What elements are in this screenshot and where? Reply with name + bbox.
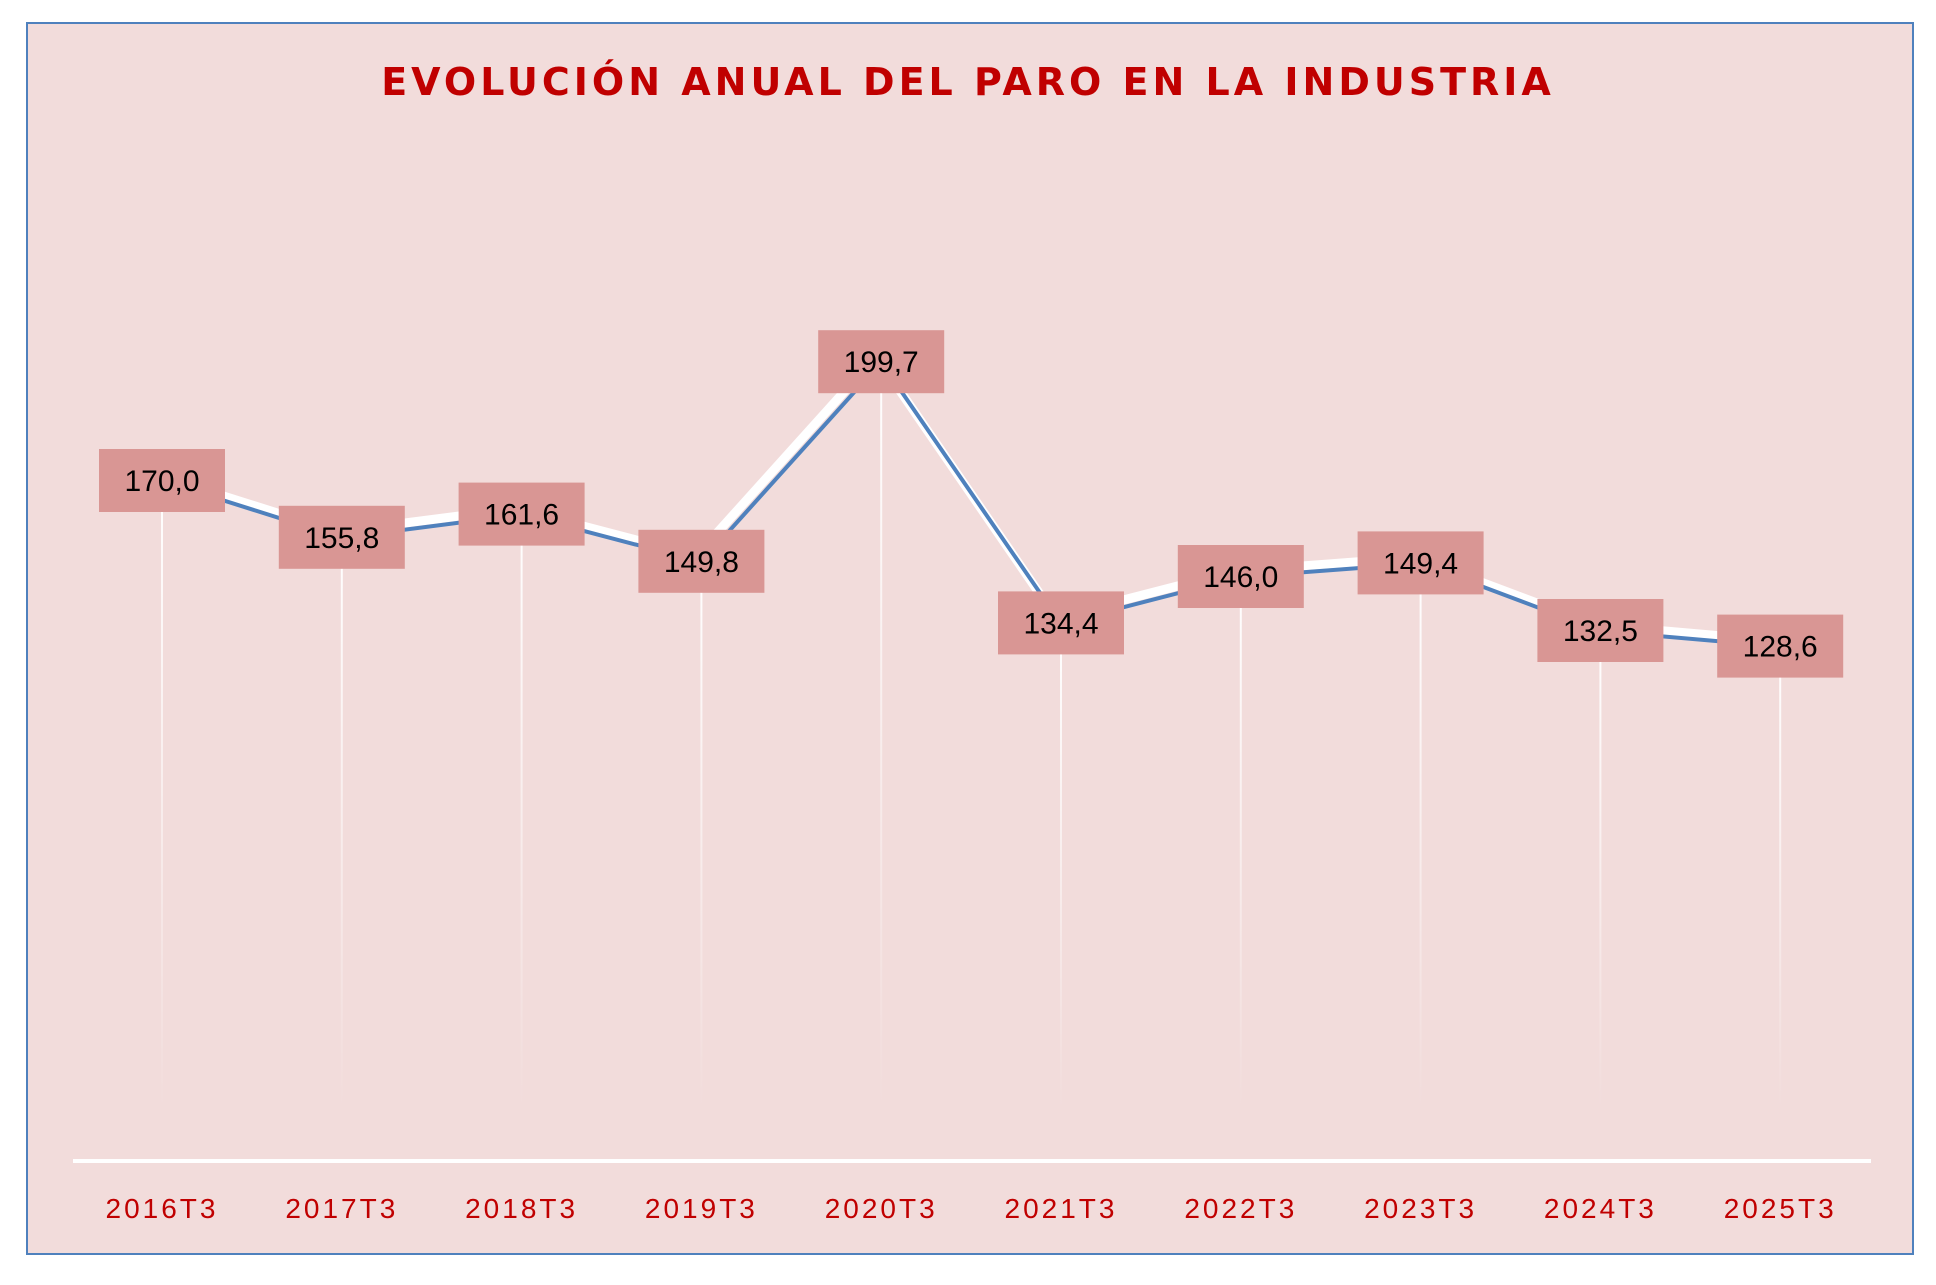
drop-line xyxy=(1419,563,1422,1111)
x-tick-label: 2020T3 xyxy=(825,1193,938,1224)
data-label: 132,5 xyxy=(1563,615,1638,648)
data-label-box xyxy=(99,449,225,512)
data-label-box xyxy=(998,591,1124,655)
drop-line xyxy=(880,362,883,1111)
series-line xyxy=(161,360,1781,649)
x-tick-label: 2019T3 xyxy=(645,1193,758,1224)
data-label: 149,8 xyxy=(664,546,739,579)
data-label-box xyxy=(818,330,945,394)
drop-line xyxy=(700,561,703,1111)
data-label: 128,6 xyxy=(1743,631,1818,664)
drop-line xyxy=(161,481,163,1111)
data-label-box xyxy=(638,529,765,593)
drop-line xyxy=(1779,646,1782,1111)
x-tick-label: 2018T3 xyxy=(465,1193,578,1224)
data-label-box xyxy=(278,505,405,569)
data-label: 170,0 xyxy=(124,465,199,498)
series-line-shadow xyxy=(155,351,1776,646)
drop-line xyxy=(340,537,343,1111)
data-label-box xyxy=(1177,545,1304,608)
data-label: 134,4 xyxy=(1023,607,1098,640)
drop-line xyxy=(520,514,523,1111)
drop-line xyxy=(1239,577,1242,1111)
drop-line xyxy=(1060,623,1062,1111)
data-label: 155,8 xyxy=(304,522,379,555)
chart-title: EVOLUCIÓN ANUAL DEL PARO EN LA INDUSTRIA xyxy=(381,60,1555,104)
data-label-box xyxy=(458,482,585,546)
data-label: 149,4 xyxy=(1383,547,1458,580)
x-tick-label: 2024T3 xyxy=(1544,1193,1657,1224)
data-label: 199,7 xyxy=(844,346,919,379)
data-label-box xyxy=(1717,614,1844,678)
x-tick-label: 2016T3 xyxy=(106,1193,219,1224)
data-label: 146,0 xyxy=(1203,561,1278,594)
x-tick-label: 2017T3 xyxy=(285,1193,398,1224)
x-tick-label: 2022T3 xyxy=(1184,1193,1297,1224)
drop-line xyxy=(1599,631,1602,1111)
x-tick-label: 2025T3 xyxy=(1724,1193,1837,1224)
data-label: 161,6 xyxy=(484,499,559,532)
x-tick-label: 2023T3 xyxy=(1364,1193,1477,1224)
data-label-box xyxy=(1357,531,1484,595)
data-label-box xyxy=(1537,599,1664,662)
x-tick-label: 2021T3 xyxy=(1005,1193,1118,1224)
